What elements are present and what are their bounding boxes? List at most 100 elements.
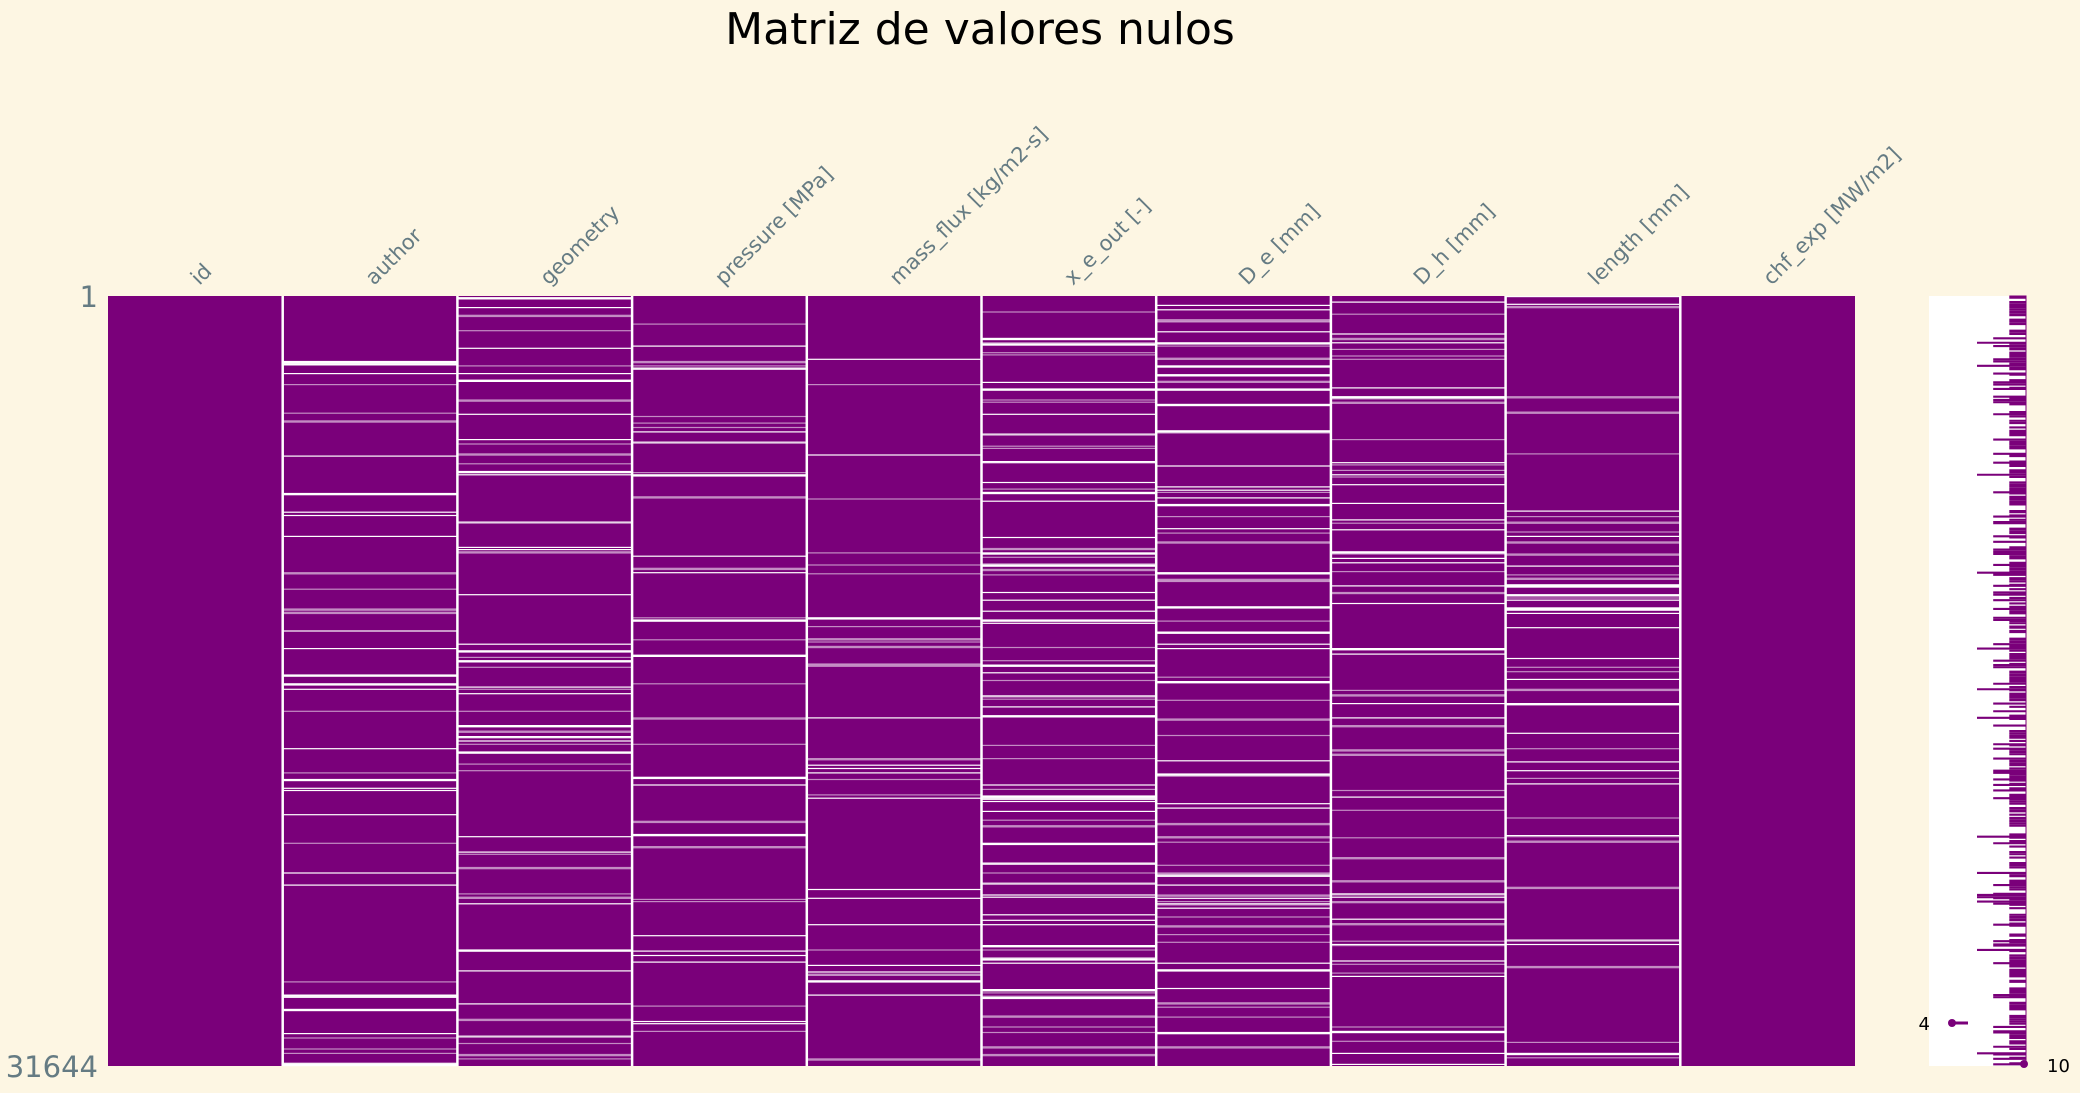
missing-line-length-mm — [1505, 886, 1681, 890]
missing-line-d-h-mm — [1330, 896, 1506, 898]
missing-line-author — [282, 630, 458, 632]
missing-line-x-e-out — [981, 679, 1157, 682]
missing-line-x-e-out — [981, 949, 1157, 951]
missing-line-length-mm — [1505, 835, 1681, 837]
missing-line-geometry — [457, 836, 633, 838]
matrix-area — [108, 296, 1855, 1067]
missing-line-d-h-mm — [1330, 943, 1506, 946]
missing-line-author — [282, 535, 458, 537]
missing-line-geometry — [457, 853, 633, 855]
missing-line-pressure-mpa — [632, 1023, 807, 1025]
missing-line-length-mm — [1505, 943, 1681, 946]
missing-line-x-e-out — [981, 990, 1157, 992]
missing-line-length-mm — [1505, 516, 1681, 518]
missing-line-x-e-out — [981, 842, 1157, 846]
missing-line-mass-flux-kg-m2-s — [806, 617, 982, 620]
missing-line-x-e-out — [981, 664, 1157, 667]
missing-line-d-h-mm — [1330, 940, 1506, 942]
missing-line-x-e-out — [981, 342, 1157, 344]
missing-line-d-e-mm — [1156, 904, 1331, 906]
missing-line-mass-flux-kg-m2-s — [806, 772, 982, 774]
missing-line-d-h-mm — [1330, 439, 1506, 441]
missing-line-length-mm — [1505, 396, 1681, 399]
missing-line-x-e-out — [981, 500, 1157, 502]
missing-line-length-mm — [1505, 761, 1681, 763]
missing-line-x-e-out — [981, 434, 1157, 436]
missing-line-pressure-mpa — [632, 619, 807, 622]
missing-line-author — [282, 412, 458, 414]
missing-line-d-h-mm — [1330, 880, 1506, 883]
missing-line-author — [282, 787, 458, 789]
missing-line-x-e-out — [981, 556, 1157, 558]
missing-line-length-mm — [1505, 565, 1681, 567]
missing-line-d-e-mm — [1156, 497, 1331, 499]
missing-line-pressure-mpa — [632, 784, 807, 786]
missing-line-d-e-mm — [1156, 841, 1331, 843]
missing-line-mass-flux-kg-m2-s — [806, 384, 982, 386]
missing-line-d-h-mm — [1330, 1040, 1506, 1042]
missing-line-geometry — [457, 373, 633, 375]
missing-line-length-mm — [1505, 1052, 1681, 1056]
missing-line-mass-flux-kg-m2-s — [806, 564, 982, 566]
missing-line-d-e-mm — [1156, 897, 1331, 899]
missing-line-author — [282, 420, 458, 423]
missing-line-d-e-mm — [1156, 699, 1331, 701]
missing-line-geometry — [457, 1035, 633, 1037]
missing-line-length-mm — [1505, 940, 1681, 942]
missing-line-mass-flux-kg-m2-s — [806, 645, 982, 649]
missing-line-d-h-mm — [1330, 1052, 1506, 1054]
missing-line-geometry — [457, 970, 633, 972]
missing-line-x-e-out — [981, 883, 1157, 885]
missing-line-mass-flux-kg-m2-s — [806, 888, 982, 891]
missing-line-d-e-mm — [1156, 365, 1331, 368]
missing-line-d-e-mm — [1156, 606, 1331, 609]
missing-line-geometry — [457, 330, 633, 332]
missing-line-x-e-out — [981, 399, 1157, 401]
missing-line-geometry — [457, 743, 633, 745]
missing-line-d-e-mm — [1156, 1006, 1331, 1008]
missing-line-geometry — [457, 686, 633, 688]
missing-line-pressure-mpa — [632, 1005, 807, 1007]
missing-line-d-e-mm — [1156, 901, 1331, 903]
missing-line-length-mm — [1505, 553, 1681, 556]
missing-line-d-h-mm — [1330, 648, 1506, 651]
missing-line-author — [282, 688, 458, 690]
missing-line-d-e-mm — [1156, 934, 1331, 936]
missing-line-geometry — [457, 740, 633, 742]
missing-line-d-h-mm — [1330, 689, 1506, 691]
missing-line-geometry — [457, 770, 633, 772]
missing-line-length-mm — [1505, 840, 1681, 843]
missing-line-d-e-mm — [1156, 676, 1331, 678]
missing-line-length-mm — [1505, 608, 1681, 611]
missing-line-pressure-mpa — [632, 422, 807, 424]
missing-line-d-h-mm — [1330, 355, 1506, 357]
missing-line-x-e-out — [981, 547, 1157, 550]
missing-line-mass-flux-kg-m2-s — [806, 797, 982, 799]
missing-line-x-e-out — [981, 549, 1157, 551]
missing-line-x-e-out — [981, 894, 1157, 896]
missing-line-d-h-mm — [1330, 469, 1506, 471]
missing-line-author — [282, 1008, 458, 1012]
column-d-h-mm — [1330, 296, 1506, 1066]
missing-line-d-e-mm — [1156, 357, 1331, 360]
missing-line-d-e-mm — [1156, 760, 1331, 762]
missing-line-x-e-out — [981, 919, 1157, 921]
missing-line-mass-flux-kg-m2-s — [806, 626, 982, 628]
missing-line-d-h-mm — [1330, 401, 1506, 404]
missing-line-d-h-mm — [1330, 519, 1506, 521]
missing-line-pressure-mpa — [632, 1020, 807, 1023]
missing-line-geometry — [457, 763, 633, 765]
missing-line-pressure-mpa — [632, 833, 807, 837]
row-end-label: 31644 — [6, 1050, 98, 1084]
missing-line-length-mm — [1505, 783, 1681, 785]
missing-line-d-h-mm — [1330, 474, 1506, 476]
missing-line-d-e-mm — [1156, 903, 1331, 905]
missing-line-d-e-mm — [1156, 465, 1331, 467]
missing-line-d-h-mm — [1330, 301, 1506, 303]
missing-line-author — [282, 511, 458, 513]
missing-line-geometry — [457, 737, 633, 739]
missing-line-d-e-mm — [1156, 1046, 1331, 1049]
column-label-id: id — [186, 259, 217, 290]
missing-line-x-e-out — [981, 660, 1157, 662]
missing-line-pressure-mpa — [632, 426, 807, 429]
